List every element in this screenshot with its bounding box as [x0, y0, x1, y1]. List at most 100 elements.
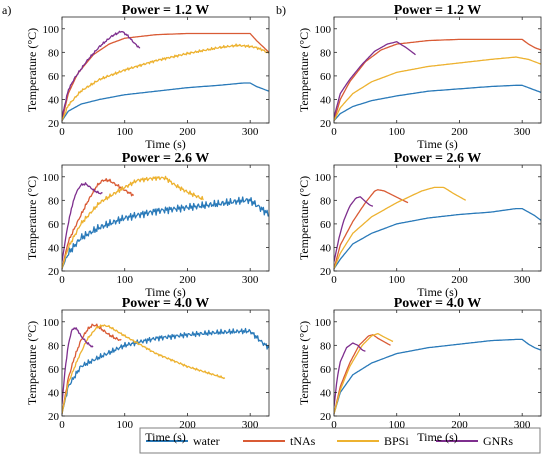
- chart-1-y-tick-label-20: 20: [48, 118, 60, 130]
- chart-3-series-water: [62, 196, 269, 269]
- chart-3-title: Power = 2.6 W: [122, 151, 210, 166]
- chart-6-frame: [333, 309, 542, 417]
- chart-3-y-tick-label-100: 100: [43, 172, 60, 184]
- chart-2-x-tick-label-300: 300: [514, 126, 531, 138]
- chart-2-series-tnas: [334, 38, 541, 121]
- chart-3-y-tick-label-20: 20: [48, 266, 60, 278]
- chart-6-title: Power = 4.0 W: [394, 296, 482, 311]
- chart-6-y-tick-label-20: 20: [320, 411, 332, 423]
- legend: water tNAs BPSi GNRs: [139, 427, 541, 454]
- panel-label-a: a): [2, 3, 11, 17]
- chart-3-y-tick-label-60: 60: [48, 219, 60, 231]
- chart-6-x-axis-label: Time (s): [417, 430, 458, 444]
- chart-1-y-tick-label-100: 100: [43, 24, 60, 36]
- chart-2-y-tick-label-60: 60: [320, 71, 332, 83]
- chart-5-x-axis-label: Time (s): [145, 430, 186, 444]
- chart-6-series-water: [334, 338, 541, 414]
- chart-6-series-bpsi: [334, 332, 394, 414]
- chart-1-x-tick-label-300: 300: [242, 126, 259, 138]
- chart-5-x-tick-label-200: 200: [179, 419, 196, 431]
- chart-4-series-gnrs: [334, 196, 374, 262]
- chart-3-y-axis-label: Temperature (°C): [25, 176, 39, 260]
- chart-5-x-tick-label-300: 300: [242, 419, 259, 431]
- chart-1-x-tick-label-0: 0: [59, 126, 65, 138]
- chart-2-y-axis-label: Temperature (°C): [297, 28, 311, 112]
- chart-2-series-water: [334, 84, 541, 122]
- chart-1-series-gnrs: [62, 30, 141, 118]
- chart-3-x-tick-label-0: 0: [59, 274, 65, 286]
- chart-5-plot-area: [62, 310, 269, 416]
- chart-6-y-tick-label-60: 60: [320, 364, 332, 376]
- chart-4-x-tick-label-100: 100: [388, 274, 405, 286]
- chart-4-y-tick-label-40: 40: [320, 242, 332, 254]
- chart-5-y-axis-label: Temperature (°C): [25, 321, 39, 405]
- chart-2-series-gnrs: [334, 41, 416, 118]
- chart-3-series-bpsi: [62, 175, 204, 269]
- chart-1-frame: [61, 16, 270, 124]
- chart-2-title: Power = 1.2 W: [394, 3, 482, 18]
- chart-4-y-tick-label-20: 20: [320, 266, 332, 278]
- chart-6-x-tick-label-0: 0: [331, 419, 337, 431]
- chart-2-frame: [333, 16, 542, 124]
- chart-3-y-tick-label-80: 80: [48, 195, 60, 207]
- legend-label-tnas: tNAs: [290, 434, 316, 448]
- chart-2-x-tick-label-0: 0: [331, 126, 337, 138]
- chart-5-y-tick-label-80: 80: [48, 340, 60, 352]
- chart-1-y-tick-label-80: 80: [48, 47, 60, 59]
- chart-3-x-axis-label: Time (s): [145, 285, 186, 299]
- chart-4-y-tick-label-60: 60: [320, 219, 332, 231]
- chart-6: Power = 4.0 W 0 100 200 300 20 40 60 80 100 Time (…: [297, 296, 542, 444]
- chart-5-x-tick-label-0: 0: [59, 419, 65, 431]
- legend-label-water: water: [193, 434, 220, 448]
- chart-4-plot-area: [334, 165, 541, 271]
- chart-3-x-tick-label-100: 100: [116, 274, 133, 286]
- chart-2-y-tick-label-40: 40: [320, 94, 332, 106]
- chart-6-y-tick-label-40: 40: [320, 387, 332, 399]
- chart-5-title: Power = 4.0 W: [122, 296, 210, 311]
- chart-4-series-group: [334, 186, 541, 269]
- chart-5-frame: [61, 309, 270, 417]
- chart-2-y-tick-label-100: 100: [315, 24, 332, 36]
- chart-5-y-tick-label-60: 60: [48, 364, 60, 376]
- legend-label-gnrs: GNRs: [483, 434, 513, 448]
- chart-5: Power = 4.0 W 0 100 200 300 20 40 60 80 100 Time (…: [25, 296, 270, 444]
- chart-3-plot-area: [62, 165, 269, 271]
- chart-4-series-tnas: [334, 189, 409, 269]
- chart-4-x-tick-label-0: 0: [331, 274, 337, 286]
- chart-2-y-tick-label-20: 20: [320, 118, 332, 130]
- chart-1-y-axis-label: Temperature (°C): [25, 28, 39, 112]
- chart-3-frame: [61, 164, 270, 272]
- chart-3-x-tick-label-300: 300: [242, 274, 259, 286]
- chart-1-series-bpsi: [62, 43, 269, 121]
- chart-1-x-tick-label-100: 100: [116, 126, 133, 138]
- chart-1-x-axis-label: Time (s): [145, 137, 186, 151]
- chart-1-series-water: [62, 82, 269, 121]
- chart-4-series-water: [334, 207, 541, 269]
- chart-3: Power = 2.6 W 0 100 200 300 20 40 60 80 100 Time (…: [25, 151, 270, 299]
- chart-2-series-group: [334, 38, 541, 122]
- chart-5-y-tick-label-20: 20: [48, 411, 60, 423]
- chart-4-series-bpsi: [334, 186, 467, 269]
- chart-5-y-tick-label-40: 40: [48, 387, 60, 399]
- chart-3-y-tick-label-40: 40: [48, 242, 60, 254]
- chart-6-y-axis-label: Temperature (°C): [297, 321, 311, 405]
- chart-1-y-tick-label-60: 60: [48, 71, 60, 83]
- chart-6-y-tick-label-80: 80: [320, 340, 332, 352]
- chart-4-y-tick-label-100: 100: [315, 172, 332, 184]
- chart-2-x-axis-label: Time (s): [417, 137, 458, 151]
- chart-5-x-tick-label-100: 100: [116, 419, 133, 431]
- chart-5-series-gnrs: [62, 327, 94, 405]
- chart-4-x-tick-label-300: 300: [514, 274, 531, 286]
- chart-5-series-tnas: [62, 323, 122, 414]
- chart-2-x-tick-label-200: 200: [451, 126, 468, 138]
- chart-6-x-tick-label-200: 200: [451, 419, 468, 431]
- legend-label-bpsi: BPSi: [384, 434, 409, 448]
- chart-6-x-tick-label-300: 300: [514, 419, 531, 431]
- chart-5-y-tick-label-100: 100: [43, 317, 60, 329]
- chart-5-series-water: [62, 327, 269, 414]
- chart-6-x-tick-label-100: 100: [388, 419, 405, 431]
- chart-3-x-tick-label-200: 200: [179, 274, 196, 286]
- chart-1: Power = 1.2 W 0 100 200 300 20 40 60 80 100 Time (…: [25, 3, 270, 151]
- chart-1-title: Power = 1.2 W: [122, 3, 210, 18]
